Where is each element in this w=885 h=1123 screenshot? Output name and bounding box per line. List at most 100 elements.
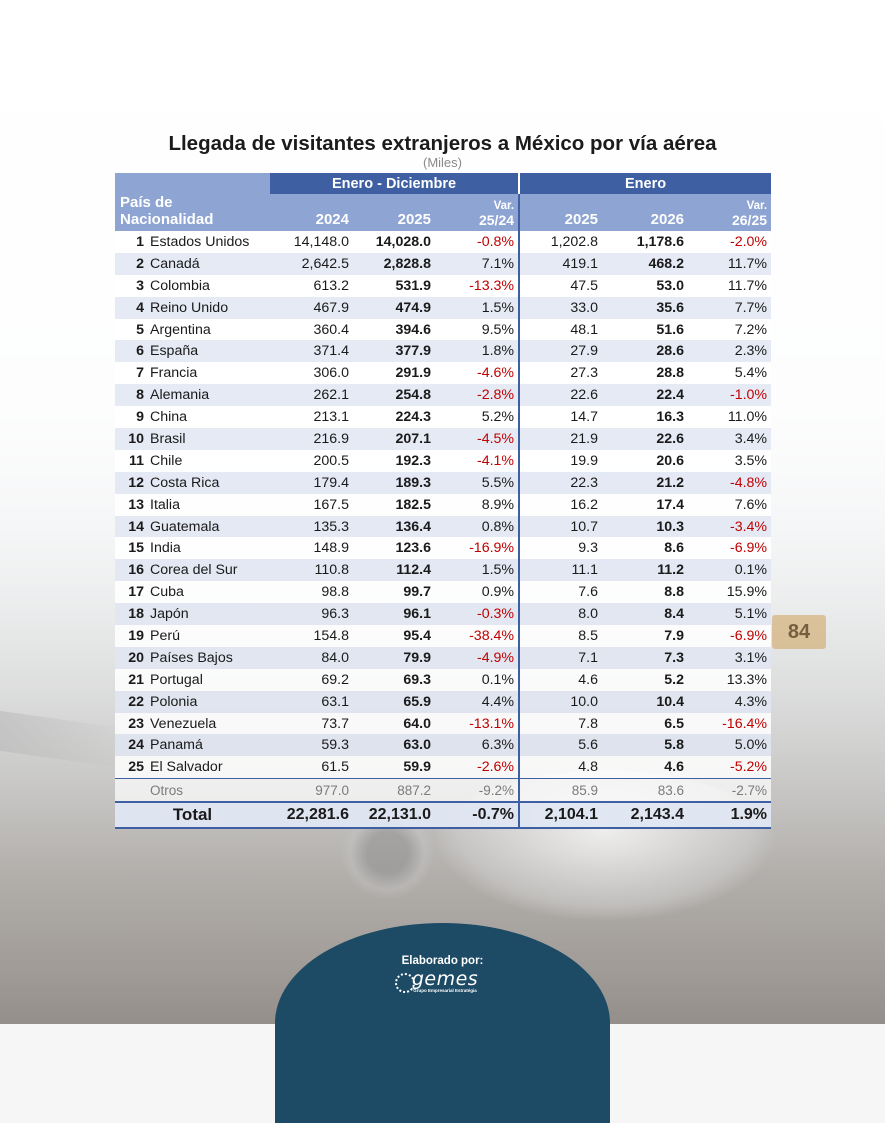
value-2025: 95.4 (353, 625, 435, 647)
header-var1-bottom: 25/24 (478, 212, 515, 228)
value-jan-2025: 22.6 (518, 384, 603, 407)
var-25-24: -13.1% (435, 712, 520, 735)
var-25-24: -4.6% (435, 362, 520, 385)
rank-cell: 25 (115, 756, 150, 779)
var-26-25: 11.7% (688, 274, 772, 297)
value-jan-2025: 14.7 (518, 406, 603, 429)
var-25-24: 9.5% (435, 318, 520, 341)
country-cell: Estados Unidos (150, 231, 270, 253)
value-2024: 135.3 (270, 515, 353, 538)
value-2025: 65.9 (353, 690, 435, 713)
otros-label: Otros (150, 778, 270, 803)
value-jan-2025: 10.0 (518, 690, 603, 713)
total-jan-2025: 2,104.1 (518, 801, 603, 830)
value-2025: 69.3 (353, 668, 435, 691)
country-cell: Panamá (150, 734, 270, 757)
value-2024: 73.7 (270, 712, 353, 735)
var-26-25: -6.9% (688, 537, 772, 560)
value-2024: 200.5 (270, 449, 353, 472)
var-25-24: -4.5% (435, 428, 520, 450)
var-26-25: 5.4% (688, 362, 772, 385)
value-2024: 213.1 (270, 406, 353, 429)
value-2025: 99.7 (353, 581, 435, 604)
table-row: 25 El Salvador 61.5 59.9 -2.6% 4.8 4.6 -5.2% (115, 756, 772, 779)
header-2025-annual: 2025 (353, 194, 435, 231)
var-26-25: 13.3% (688, 668, 772, 691)
country-cell: El Salvador (150, 756, 270, 779)
value-jan-2025: 22.3 (518, 471, 603, 494)
otros-jan-2026: 83.6 (602, 778, 689, 803)
page-title: Llegada de visitantes extranjeros a Méxi… (168, 132, 717, 155)
table-row: 1 Estados Unidos 14,148.0 14,028.0 -0.8% 1,20… (115, 231, 772, 253)
rank-cell: 9 (115, 406, 150, 429)
var-25-24: 7.1% (435, 252, 520, 275)
rank-cell: 7 (115, 362, 150, 385)
header-group-january: Enero (518, 173, 772, 194)
country-cell: Colombia (150, 274, 270, 297)
value-jan-2025: 8.5 (518, 625, 603, 647)
total-var2: 1.9% (688, 801, 772, 830)
country-cell: Alemania (150, 384, 270, 407)
rank-cell: 5 (115, 318, 150, 341)
value-2024: 98.8 (270, 581, 353, 604)
otros-2024: 977.0 (270, 778, 353, 803)
value-jan-2026: 10.4 (602, 690, 689, 713)
value-jan-2025: 1,202.8 (518, 231, 603, 253)
value-2025: 63.0 (353, 734, 435, 757)
rank-cell: 2 (115, 252, 150, 275)
var-25-24: 1.5% (435, 296, 520, 319)
otros-2025: 887.2 (353, 778, 435, 803)
header-2024: 2024 (270, 194, 353, 231)
table-row: 19 Perú 154.8 95.4 -38.4% 8.5 7.9 -6.9% (115, 625, 772, 647)
value-jan-2025: 48.1 (518, 318, 603, 341)
var-25-24: -2.6% (435, 756, 520, 779)
var-26-25: -1.0% (688, 384, 772, 407)
header-blank (115, 173, 270, 194)
table-row: 21 Portugal 69.2 69.3 0.1% 4.6 5.2 13.3% (115, 668, 772, 691)
header-var2-bottom: 26/25 (731, 212, 768, 228)
value-jan-2026: 35.6 (602, 296, 689, 319)
rank-cell: 20 (115, 646, 150, 669)
country-cell: India (150, 537, 270, 560)
var-25-24: 5.2% (435, 406, 520, 429)
logo-ring-icon (395, 973, 415, 993)
var-26-25: 15.9% (688, 581, 772, 604)
value-jan-2026: 22.4 (602, 384, 689, 407)
country-cell: Países Bajos (150, 646, 270, 669)
rank-cell: 22 (115, 690, 150, 713)
value-2024: 467.9 (270, 296, 353, 319)
table-row: 14 Guatemala 135.3 136.4 0.8% 10.7 10.3 -3.4% (115, 515, 772, 538)
var-25-24: -4.9% (435, 646, 520, 669)
var-25-24: -16.9% (435, 537, 520, 560)
var-26-25: -6.9% (688, 625, 772, 647)
otros-jan-2025: 85.9 (518, 778, 603, 803)
var-26-25: -16.4% (688, 712, 772, 735)
table-row: 3 Colombia 613.2 531.9 -13.3% 47.5 53.0 11.7% (115, 274, 772, 297)
value-jan-2025: 7.1 (518, 646, 603, 669)
country-cell: Francia (150, 362, 270, 385)
country-cell: Venezuela (150, 712, 270, 735)
value-jan-2025: 9.3 (518, 537, 603, 560)
rank-cell: 1 (115, 231, 150, 253)
var-26-25: 3.5% (688, 449, 772, 472)
table-row: 10 Brasil 216.9 207.1 -4.5% 21.9 22.6 3.4% (115, 428, 772, 450)
var-26-25: -5.2% (688, 756, 772, 779)
value-jan-2025: 47.5 (518, 274, 603, 297)
footer-label: Elaborado por: (401, 955, 484, 967)
header-group-row: Enero - Diciembre Enero (115, 173, 772, 194)
value-2025: 377.9 (353, 340, 435, 363)
var-26-25: 11.0% (688, 406, 772, 429)
var-26-25: 7.2% (688, 318, 772, 341)
country-cell: Portugal (150, 668, 270, 691)
table-row: 7 Francia 306.0 291.9 -4.6% 27.3 28.8 5.4% (115, 362, 772, 385)
value-2025: 474.9 (353, 296, 435, 319)
header-2025-january: 2025 (518, 194, 603, 231)
otros-row: Otros 977.0 887.2 -9.2% 85.9 83.6 -2.7% (115, 778, 772, 803)
value-jan-2026: 16.3 (602, 406, 689, 429)
header-var-26-25: Var. 26/25 (688, 194, 772, 231)
table-row: 20 Países Bajos 84.0 79.9 -4.9% 7.1 7.3 3.1% (115, 646, 772, 669)
value-jan-2026: 7.3 (602, 646, 689, 669)
header-var1-top: Var. (493, 200, 515, 212)
rank-cell: 14 (115, 515, 150, 538)
logo-subtitle: Grupo Empresarial Estratégia (413, 988, 477, 993)
